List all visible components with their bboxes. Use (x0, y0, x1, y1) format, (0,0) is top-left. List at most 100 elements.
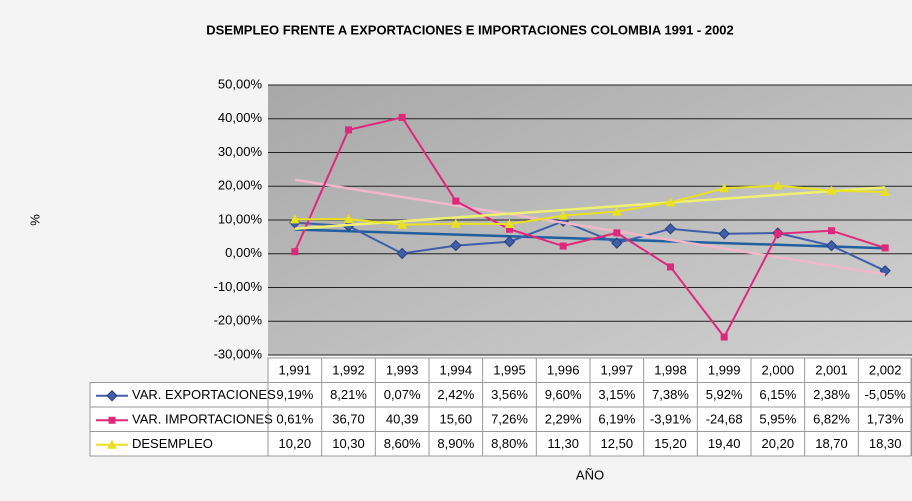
y-axis-label: % (27, 214, 42, 226)
table-value: 2,38% (813, 387, 850, 402)
table-value: 8,90% (437, 436, 474, 451)
table-value: 2,42% (437, 387, 474, 402)
table-value: 5,95% (759, 412, 796, 427)
table-value: 0,07% (384, 387, 421, 402)
table-value: 8,60% (384, 436, 421, 451)
legend-marker (106, 390, 118, 402)
table-value: 40,39 (386, 412, 419, 427)
table-value: 1,73% (867, 412, 904, 427)
trendline (294, 178, 886, 276)
data-point (289, 214, 300, 224)
table-value: 6,15% (759, 387, 796, 402)
data-point (506, 225, 513, 233)
x-tick-label: 1,992 (332, 363, 365, 378)
table-value: 6,19% (598, 412, 635, 427)
y-tick-label: -30,00% (214, 346, 263, 361)
data-point (772, 180, 783, 190)
x-axis-label: AÑO (576, 467, 604, 482)
table-value: 7,26% (491, 412, 528, 427)
data-point (613, 229, 621, 237)
table-value: 18,30 (869, 436, 902, 451)
data-point (720, 333, 728, 341)
y-tick-label: 40,00% (218, 110, 263, 125)
table-value: 6,82% (813, 412, 850, 427)
data-point (291, 248, 299, 256)
trendline (294, 186, 886, 231)
table-body-box (89, 382, 912, 457)
data-point (828, 227, 835, 235)
x-tick-label: 2,000 (762, 363, 795, 378)
legend-marker (108, 416, 116, 424)
table-value: -24,68 (706, 412, 743, 427)
data-point (398, 113, 406, 121)
data-point (345, 126, 352, 134)
table-value: 0,61% (276, 412, 313, 427)
x-tick-label: 1,991 (279, 363, 312, 378)
table-value: 3,56% (491, 387, 528, 402)
x-tick-label: 1,996 (547, 363, 580, 378)
data-point (719, 183, 730, 193)
data-point (664, 223, 677, 235)
legend-label: VAR. EXPORTACIONES (132, 387, 276, 402)
data-point (611, 206, 622, 216)
data-point (450, 218, 461, 228)
x-tick-label: 1,999 (708, 363, 741, 378)
data-point (665, 197, 676, 207)
table-value: 9,60% (545, 387, 582, 402)
table-value: 11,30 (547, 436, 579, 451)
table-value: 7,38% (652, 387, 689, 402)
legend-label: DESEMPLEO (132, 436, 213, 451)
legend-label: VAR. IMPORTACIONES (132, 412, 273, 427)
table-value: 36,70 (332, 412, 365, 427)
table-value: 18,70 (815, 436, 848, 451)
data-point (343, 213, 354, 223)
table-value: 9,19% (276, 387, 313, 402)
table-value: 8,21% (330, 387, 367, 402)
data-point (397, 219, 408, 229)
table-value: -5,05% (865, 387, 907, 402)
x-tick-label: 1,998 (654, 363, 687, 378)
table-value: 10,30 (332, 436, 365, 451)
table-value: 20,20 (762, 436, 795, 451)
table-value: 2,29% (545, 412, 582, 427)
data-point (396, 247, 408, 260)
x-tick-label: 2,002 (869, 363, 902, 378)
chart-title: DSEMPLEO FRENTE A EXPORTACIONES E IMPORT… (206, 22, 734, 37)
x-tick-label: 1,995 (493, 363, 526, 378)
y-tick-label: 10,00% (218, 211, 263, 226)
table-value: 8,80% (491, 436, 528, 451)
data-point (611, 237, 623, 249)
data-point (504, 219, 515, 229)
data-point (450, 239, 462, 252)
x-tick-label: 1,993 (386, 363, 419, 378)
series-line (293, 116, 886, 339)
y-tick-label: 50,00% (218, 76, 263, 91)
table-value: 3,15% (598, 387, 635, 402)
data-point (667, 263, 674, 271)
data-point (825, 240, 838, 252)
data-point (718, 228, 730, 240)
table-value: 10,20 (279, 436, 312, 451)
table-value: 12,50 (601, 436, 634, 451)
y-tick-label: 30,00% (218, 144, 263, 159)
table-value: 19,40 (708, 436, 741, 451)
y-tick-label: -20,00% (214, 313, 263, 328)
table-value: 5,92% (706, 387, 743, 402)
table-value: 15,60 (440, 412, 473, 427)
data-point (559, 242, 567, 250)
data-point (881, 244, 889, 252)
x-tick-label: 1,997 (601, 363, 634, 378)
data-point (558, 210, 569, 220)
series-line (294, 220, 886, 272)
x-tick-label: 1,994 (440, 363, 473, 378)
table-value: -3,91% (650, 412, 692, 427)
data-point (880, 186, 891, 196)
y-tick-label: 0,00% (225, 245, 262, 260)
y-tick-label: 20,00% (218, 178, 263, 193)
y-tick-label: -10,00% (214, 279, 263, 294)
legend-marker (107, 439, 117, 449)
data-point (826, 185, 837, 195)
data-point (452, 197, 460, 205)
data-point (503, 236, 516, 248)
data-point (774, 230, 782, 238)
